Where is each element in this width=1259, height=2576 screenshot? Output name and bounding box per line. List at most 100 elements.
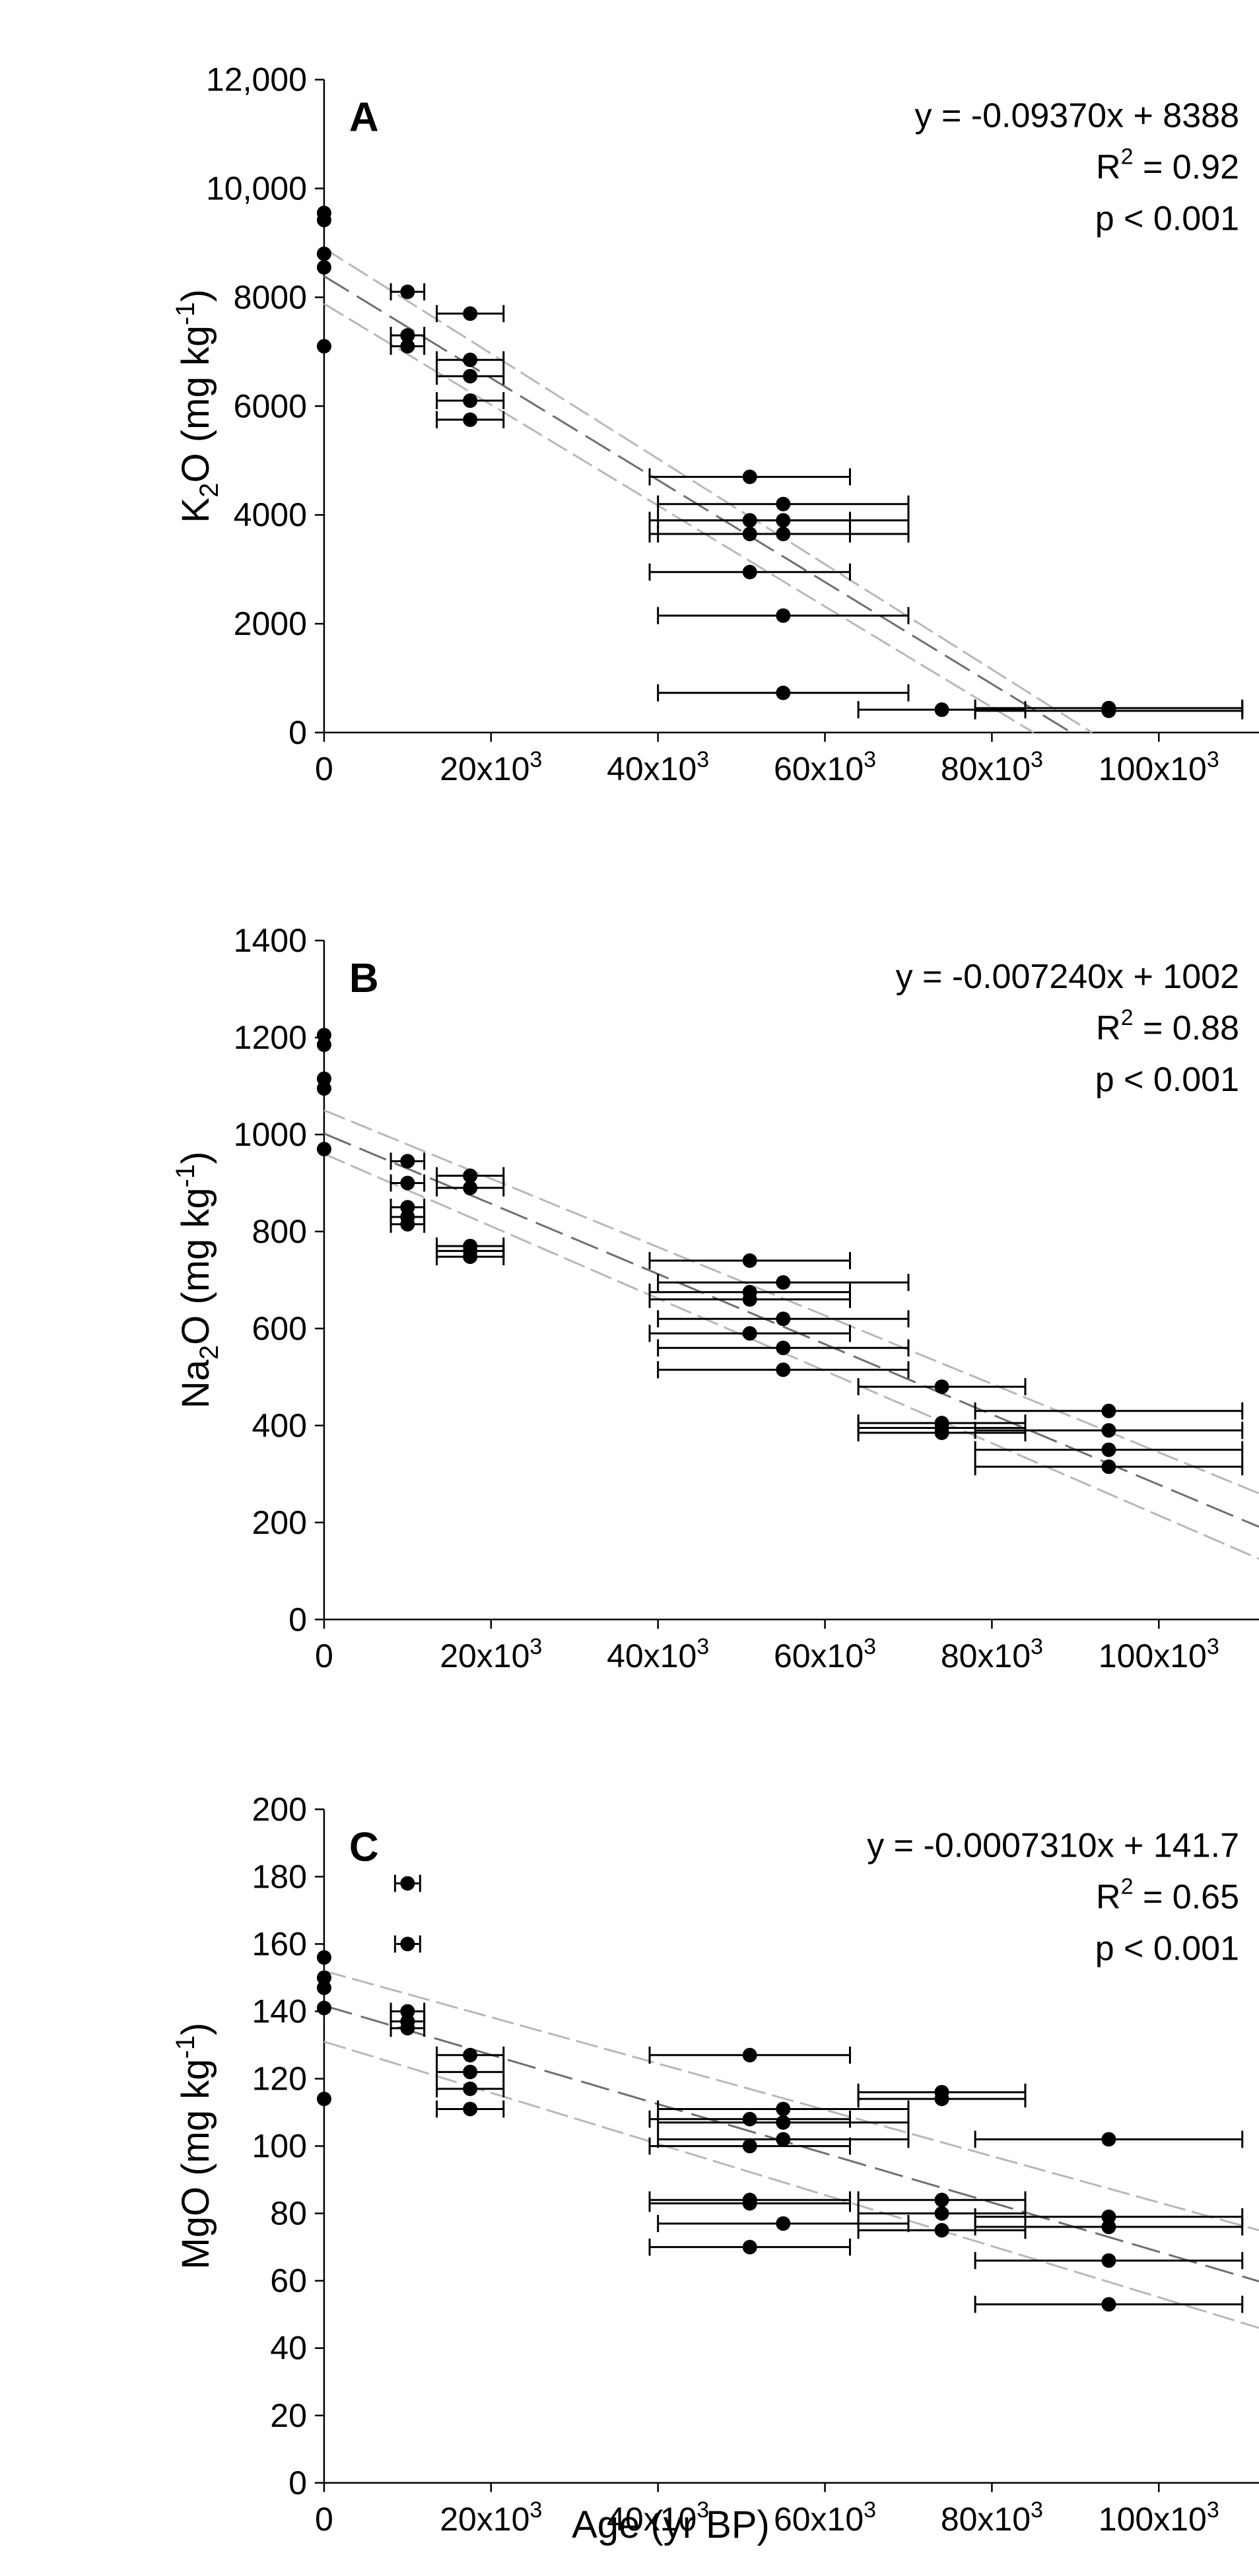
data-point [742, 1292, 757, 1307]
data-point [776, 1340, 791, 1356]
x-tick-label: 40x103 [607, 1634, 709, 1674]
y-tick-label: 100 [252, 2128, 306, 2165]
r-squared: R2 = 0.65 [1096, 1874, 1239, 1916]
data-point [463, 1168, 478, 1183]
data-point [742, 2239, 757, 2255]
x-tick-label: 20x103 [440, 747, 542, 787]
confidence-line [323, 1969, 1259, 2231]
panel-b: 0 200 400 600 800 1000 1200 1400 0 20x103 40x103 60… [171, 922, 1259, 1674]
data-point [1101, 2297, 1116, 2312]
data-point [400, 1216, 415, 1232]
data-point [776, 496, 791, 512]
data-point [463, 2081, 478, 2096]
y-tick-label: 40 [270, 2330, 307, 2367]
data-point [1101, 2132, 1116, 2147]
y-tick-label: 140 [252, 1993, 306, 2030]
data-point [463, 2064, 478, 2080]
panel-letter: A [349, 95, 379, 141]
data-point [400, 2020, 415, 2035]
p-value: p < 0.001 [1095, 1929, 1239, 1967]
data-point [400, 284, 415, 300]
regression-line [323, 1133, 1259, 1528]
data-point [776, 2132, 791, 2147]
y-axis-title: Na2O (mg kg-1) [171, 1151, 224, 1408]
x-tick-label: 40x103 [607, 2497, 709, 2538]
y-tick-label: 0 [289, 714, 307, 751]
data-point [776, 1275, 791, 1290]
r-squared: R2 = 0.88 [1096, 1005, 1239, 1047]
x-tick-label: 100x103 [1099, 1634, 1219, 1674]
data-point [776, 2216, 791, 2231]
x-tick-label: 80x103 [941, 2497, 1043, 2538]
panel-a: 0 2000 4000 6000 8000 10,000 12,000 0 20x103 40x1… [171, 61, 1259, 787]
data-point [776, 2115, 791, 2130]
data-point [742, 2196, 757, 2211]
data-point [742, 1253, 757, 1269]
y-tick-label: 600 [252, 1310, 306, 1347]
data-point [1101, 2253, 1116, 2268]
x-tick-label: 0 [315, 2501, 333, 2538]
data-point [934, 2092, 949, 2107]
data-point [400, 1876, 415, 1891]
data-point [316, 1980, 331, 1995]
x-tick-label: 20x103 [440, 2497, 542, 2538]
y-tick-label: 0 [289, 1601, 307, 1638]
r-squared: R2 = 0.92 [1096, 145, 1239, 187]
x-tick-label: 80x103 [941, 1634, 1043, 1674]
x-axis-title: Age (yr BP) [572, 2503, 770, 2546]
p-value: p < 0.001 [1095, 1061, 1239, 1099]
y-tick-label: 4000 [234, 496, 307, 533]
data-point [463, 2101, 478, 2117]
data-point [776, 2101, 791, 2117]
data-point [742, 2047, 757, 2063]
y-tick-label: 200 [252, 1504, 306, 1541]
x-tick-label: 100x103 [1099, 747, 1219, 787]
data-point [934, 2206, 949, 2221]
data-point [776, 513, 791, 528]
data-point [776, 685, 791, 700]
data-point [400, 328, 415, 343]
y-tick-label: 200 [252, 1791, 306, 1828]
panel-letter: C [349, 1824, 379, 1870]
panel-c: 0 20 40 60 80 100 120 140 160 180 200 0 20x103 40x103… [171, 1791, 1259, 2538]
data-point [463, 368, 478, 383]
data-point [316, 1038, 331, 1053]
y-axis-title: MgO (mg kg-1) [171, 2023, 217, 2270]
confidence-line [323, 247, 1093, 734]
data-point [742, 2138, 757, 2154]
data-point [934, 1425, 949, 1440]
data-point [316, 213, 331, 228]
data-point [463, 2047, 478, 2063]
data-point [742, 1326, 757, 1341]
data-point [316, 2000, 331, 2016]
x-tick-label: 60x103 [774, 747, 876, 787]
data-point [776, 1311, 791, 1327]
data-point [463, 1180, 478, 1195]
regression-equation: y = -0.007240x + 1002 [896, 958, 1239, 996]
data-point [1101, 703, 1116, 718]
p-value: p < 0.001 [1095, 200, 1239, 238]
y-tick-label: 12,000 [206, 61, 307, 98]
data-point [463, 306, 478, 321]
x-tick-label: 60x103 [774, 2497, 876, 2538]
y-tick-label: 8000 [234, 279, 307, 315]
y-tick-label: 1000 [234, 1116, 307, 1153]
data-point [316, 1142, 331, 1157]
y-tick-label: 80 [270, 2195, 307, 2232]
y-tick-label: 160 [252, 1925, 306, 1962]
y-tick-label: 180 [252, 1858, 306, 1895]
y-tick-label: 20 [270, 2397, 307, 2434]
data-point [400, 339, 415, 354]
data-point [934, 2193, 949, 2208]
y-tick-label: 6000 [234, 387, 307, 424]
y-tick-label: 1200 [234, 1019, 307, 1056]
data-point [316, 1081, 331, 1096]
data-point [400, 2004, 415, 2019]
data-point [776, 527, 791, 542]
x-tick-label: 80x103 [941, 747, 1043, 787]
data-point [1101, 1403, 1116, 1418]
data-point [1101, 1442, 1116, 1457]
regression-equation: y = -0.0007310x + 141.7 [867, 1826, 1239, 1865]
y-tick-label: 400 [252, 1407, 306, 1444]
x-tick-label: 60x103 [774, 1634, 876, 1674]
